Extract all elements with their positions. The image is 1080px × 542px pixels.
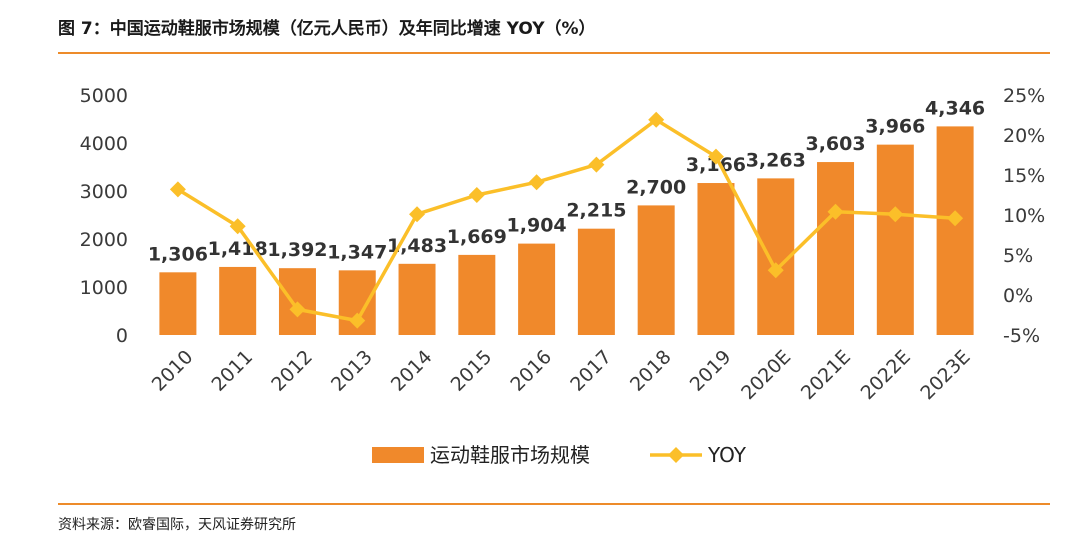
bar bbox=[219, 266, 257, 335]
bar bbox=[637, 205, 675, 335]
bar-data-labels: 1,306 1,418 1,392 1,347 1,483 1,6691,9042,215… bbox=[148, 97, 985, 265]
yoy-line bbox=[176, 118, 956, 323]
y-right-tick-label: 10% bbox=[1003, 205, 1045, 227]
legend-marker-diamond bbox=[668, 447, 684, 463]
x-tick-label: 2014 bbox=[387, 346, 437, 396]
y-right-tick-label: 25% bbox=[1003, 85, 1045, 107]
yoy-point bbox=[947, 210, 964, 227]
bar bbox=[518, 243, 556, 335]
bar-data-label: 1,904 bbox=[507, 215, 567, 237]
bar bbox=[159, 272, 197, 335]
x-tick-label: 2011 bbox=[207, 346, 257, 396]
yoy-point bbox=[289, 301, 306, 318]
y-left-tick-label: 2000 bbox=[80, 229, 128, 251]
yoy-point bbox=[588, 156, 605, 173]
legend: 运动鞋服市场规模 YOY bbox=[372, 443, 747, 467]
y-left-tick-label: 4000 bbox=[80, 133, 128, 155]
y-left-tick-label: 3000 bbox=[80, 181, 128, 203]
y-left-tick-label: 0 bbox=[116, 325, 128, 347]
bar-data-label: 3,966 bbox=[865, 116, 925, 138]
yoy-point bbox=[349, 312, 366, 329]
bar bbox=[936, 126, 974, 335]
bar bbox=[458, 254, 496, 335]
y-left-tick-label: 5000 bbox=[80, 85, 128, 107]
x-tick-label: 2018 bbox=[626, 346, 676, 396]
bar-data-label: 4,346 bbox=[925, 97, 985, 119]
bar-data-label: 3,166 bbox=[686, 154, 746, 176]
y-left-tick-label: 1000 bbox=[80, 277, 128, 299]
x-tick-label: 2020E bbox=[737, 346, 795, 404]
x-tick-label: 2010 bbox=[148, 346, 198, 396]
y-right-tick-label: 0% bbox=[1003, 285, 1033, 307]
x-axis-categories: 2010 2011 2012 2013 2014 2015 2016 2017 2018 2019… bbox=[148, 346, 975, 404]
yoy-point bbox=[229, 218, 246, 235]
bar bbox=[398, 263, 436, 335]
bar-data-label: 3,263 bbox=[746, 149, 806, 171]
yoy-point bbox=[887, 206, 904, 223]
bar bbox=[697, 183, 735, 335]
x-tick-label: 2023E bbox=[916, 346, 974, 404]
yoy-point bbox=[648, 111, 665, 128]
yoy-point bbox=[528, 174, 545, 191]
bar bbox=[817, 162, 855, 335]
yoy-point bbox=[767, 262, 784, 279]
y-right-tick-label: 15% bbox=[1003, 165, 1045, 187]
yoy-point bbox=[827, 203, 844, 220]
yoy-series bbox=[169, 111, 964, 329]
y-axis-right: -5% 0% 5% 10% 15% 20% 25% bbox=[1003, 85, 1045, 347]
bar-series bbox=[159, 126, 974, 335]
x-tick-label: 2022E bbox=[857, 346, 915, 404]
yoy-point bbox=[169, 181, 186, 198]
x-tick-label: 2015 bbox=[447, 346, 497, 396]
yoy-point bbox=[707, 148, 724, 165]
bar-data-label: 2,700 bbox=[626, 176, 686, 198]
bar bbox=[577, 228, 615, 335]
chart-title: 图 7：中国运动鞋服市场规模（亿元人民币）及年同比增速 YOY（%） bbox=[58, 19, 596, 39]
x-tick-label: 2017 bbox=[566, 346, 616, 396]
x-tick-label: 2016 bbox=[506, 346, 556, 396]
y-right-tick-label: -5% bbox=[1003, 325, 1040, 347]
bar-data-label: 2,215 bbox=[566, 200, 626, 222]
yoy-point bbox=[409, 206, 426, 223]
x-tick-label: 2013 bbox=[327, 346, 377, 396]
footer-rule bbox=[58, 503, 1050, 505]
header-rule bbox=[58, 52, 1050, 54]
bar-data-label: 1,418 bbox=[208, 238, 268, 260]
y-right-tick-label: 20% bbox=[1003, 125, 1045, 147]
x-tick-label: 2021E bbox=[797, 346, 855, 404]
yoy-point bbox=[468, 187, 485, 203]
bar-data-label: 1,306 bbox=[148, 243, 208, 265]
legend-label-line: YOY bbox=[707, 443, 747, 467]
bar-data-label: 1,392 bbox=[267, 239, 327, 261]
legend-swatch-bar bbox=[372, 447, 424, 463]
y-right-tick-label: 5% bbox=[1003, 245, 1033, 267]
bar-data-label: 3,603 bbox=[805, 133, 865, 155]
bar-data-label: 1,347 bbox=[327, 241, 387, 263]
x-tick-label: 2019 bbox=[686, 346, 736, 396]
legend-label-bar: 运动鞋服市场规模 bbox=[430, 443, 590, 467]
x-tick-label: 2012 bbox=[267, 346, 317, 396]
y-axis-left: 0 1000 2000 3000 4000 5000 bbox=[80, 85, 128, 347]
bar bbox=[876, 144, 914, 335]
source-note: 资料来源：欧睿国际，天风证券研究所 bbox=[58, 517, 296, 533]
bar-data-label: 1,669 bbox=[447, 226, 507, 248]
